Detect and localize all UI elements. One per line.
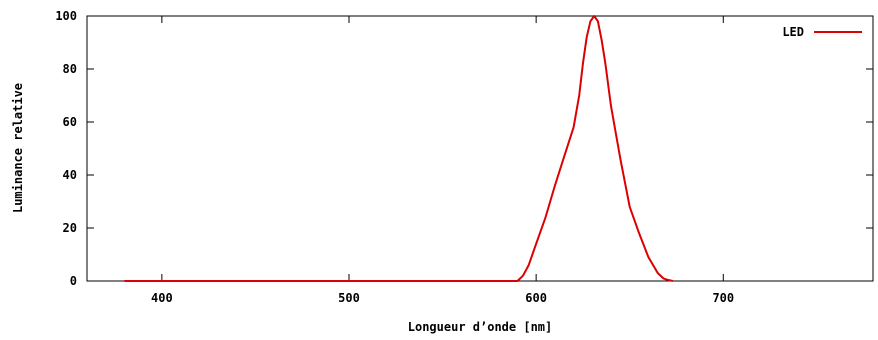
series-group (124, 15, 674, 282)
y-tick-label: 20 (63, 221, 77, 235)
x-tick-label: 500 (338, 291, 360, 305)
y-tick-label: 80 (63, 62, 77, 76)
axis-ticks: 400 500 600 700 0 20 40 60 80 100 (55, 9, 873, 305)
y-tick-label: 60 (63, 115, 77, 129)
x-tick-label: 700 (712, 291, 734, 305)
x-tick-label: 400 (151, 291, 173, 305)
y-tick-label: 40 (63, 168, 77, 182)
series-line-led (124, 15, 674, 282)
x-axis-label: Longueur d’onde [nm] (408, 320, 553, 334)
y-tick-label: 0 (70, 274, 77, 288)
legend: LED (782, 25, 862, 39)
y-tick-label: 100 (55, 9, 77, 23)
plot-area (86, 15, 874, 282)
x-tick-label: 600 (525, 291, 547, 305)
y-axis-label: Luminance relative (11, 83, 25, 213)
legend-label: LED (782, 25, 804, 39)
